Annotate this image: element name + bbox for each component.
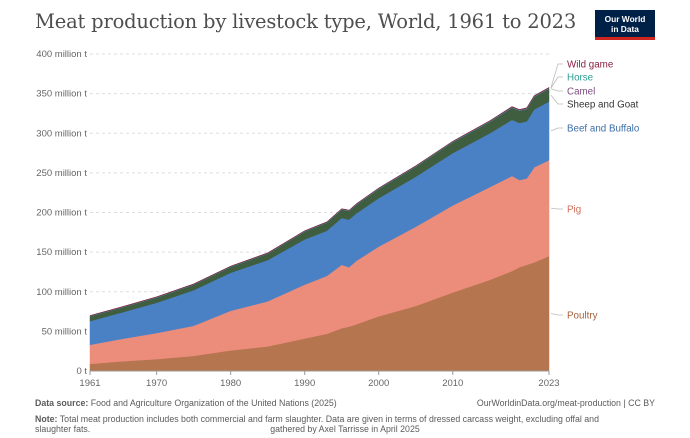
label-leader <box>550 313 563 316</box>
y-tick-label: 250 million t <box>36 168 87 179</box>
source-label: Data source: <box>35 398 89 408</box>
series-label: Camel <box>567 87 595 98</box>
label-leader <box>550 88 563 92</box>
credit-line: gathered by Axel Tarrisse in April 2025 <box>270 424 420 434</box>
chart-note: Note: Total meat production includes bot… <box>35 414 635 434</box>
y-tick-label: 150 million t <box>36 247 87 258</box>
x-tick-label: 2023 <box>538 378 559 389</box>
x-tick-label: 1970 <box>146 378 167 389</box>
source-text: Food and Agriculture Organization of the… <box>90 398 337 408</box>
source-url-license[interactable]: OurWorldinData.org/meat-production | CC … <box>476 398 655 408</box>
y-axis-ticks: 0 t 50 million t 100 million t 150 million … <box>36 49 87 377</box>
stacked-area-chart: 0 t 50 million t 100 million t 150 million … <box>36 49 640 389</box>
series-labels: Wild game Horse Camel Sheep and Goat Beef an… <box>550 60 640 322</box>
data-source: Data source: Food and Agriculture Organi… <box>35 398 337 408</box>
series-label: Horse <box>567 73 594 84</box>
owid-logo[interactable]: Our World in Data <box>595 10 655 40</box>
logo-line-1: Our World <box>604 14 646 24</box>
x-tick-label: 1990 <box>294 378 315 389</box>
note-label: Note: <box>35 414 58 424</box>
y-tick-label: 300 million t <box>36 128 87 139</box>
note-text: Total meat production includes both comm… <box>35 414 599 434</box>
chart-title: Meat production by livestock type, World… <box>35 10 577 33</box>
y-tick-label: 0 t <box>76 366 87 377</box>
series-label: Poultry <box>567 311 598 322</box>
x-tick-label: 1961 <box>79 378 100 389</box>
label-leader <box>550 76 563 89</box>
label-leader <box>550 127 563 132</box>
label-leader <box>550 94 563 105</box>
y-tick-label: 400 million t <box>36 49 87 60</box>
label-leader <box>550 207 563 210</box>
area-series <box>89 86 550 372</box>
y-tick-label: 200 million t <box>36 208 87 219</box>
x-tick-label: 1980 <box>220 378 241 389</box>
logo-red-bar <box>595 37 655 40</box>
x-tick-label: 2000 <box>368 378 389 389</box>
x-axis-ticks: 1961 1970 1980 1990 2000 2010 2023 <box>79 370 560 389</box>
label-leader <box>550 63 563 88</box>
y-tick-label: 350 million t <box>36 89 87 100</box>
series-label: Sheep and Goat <box>567 100 639 111</box>
series-label: Wild game <box>567 60 614 71</box>
logo-line-2: in Data <box>611 24 639 34</box>
series-label: Beef and Buffalo <box>567 124 640 135</box>
x-tick-label: 2010 <box>442 378 463 389</box>
series-label: Pig <box>567 205 581 216</box>
y-tick-label: 100 million t <box>36 287 87 298</box>
area-wild-game <box>89 86 550 317</box>
y-tick-label: 50 million t <box>42 326 88 337</box>
